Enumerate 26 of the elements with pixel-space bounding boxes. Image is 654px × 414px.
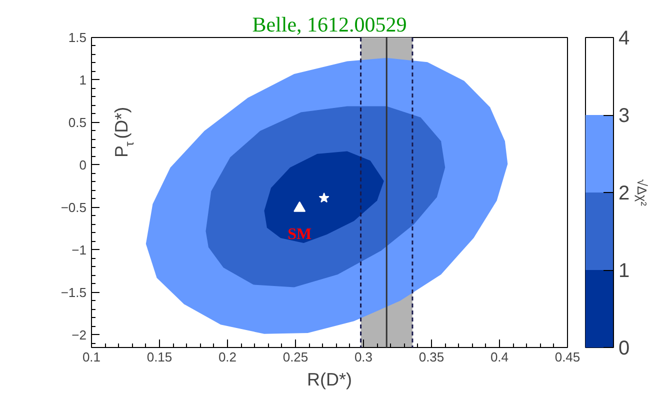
x-tick-label: 0.3 [354,350,373,364]
annotation: SM [288,226,312,244]
y-tick-label: −1 [72,242,87,258]
color-bar-label: 4 [618,28,630,50]
color-bar-label: 3 [618,105,630,127]
x-tick-label: 0.25 [282,350,308,364]
y-axis-title: Pτ(D*) [112,106,136,158]
color-bar-label: 0 [618,338,630,360]
y-tick-label: 0.5 [68,114,87,130]
y-tick-label: −2 [72,327,87,342]
x-tick-label: 0.15 [146,350,172,364]
x-axis-title: R(D*) [307,370,352,390]
y-tick-label: 0 [79,157,87,172]
color-bar-label: 1 [618,260,630,282]
x-tick-label: 0.2 [218,350,237,364]
y-tick-label: −0.5 [60,200,87,215]
y-tick-label: 1.5 [68,30,87,45]
x-tick-label: 0.1 [82,350,101,364]
x-tick-label: 0.35 [418,350,444,364]
y-tick-label: −1.5 [60,284,87,300]
color-bar-label: 2 [618,182,630,204]
x-tick-label: 0.45 [554,350,580,364]
chart-title: Belle, 1612.00529 [252,12,407,36]
color-bar-title: √Δχ² [634,179,650,207]
y-tick-label: 1 [79,72,87,88]
x-tick-label: 0.4 [490,350,509,364]
